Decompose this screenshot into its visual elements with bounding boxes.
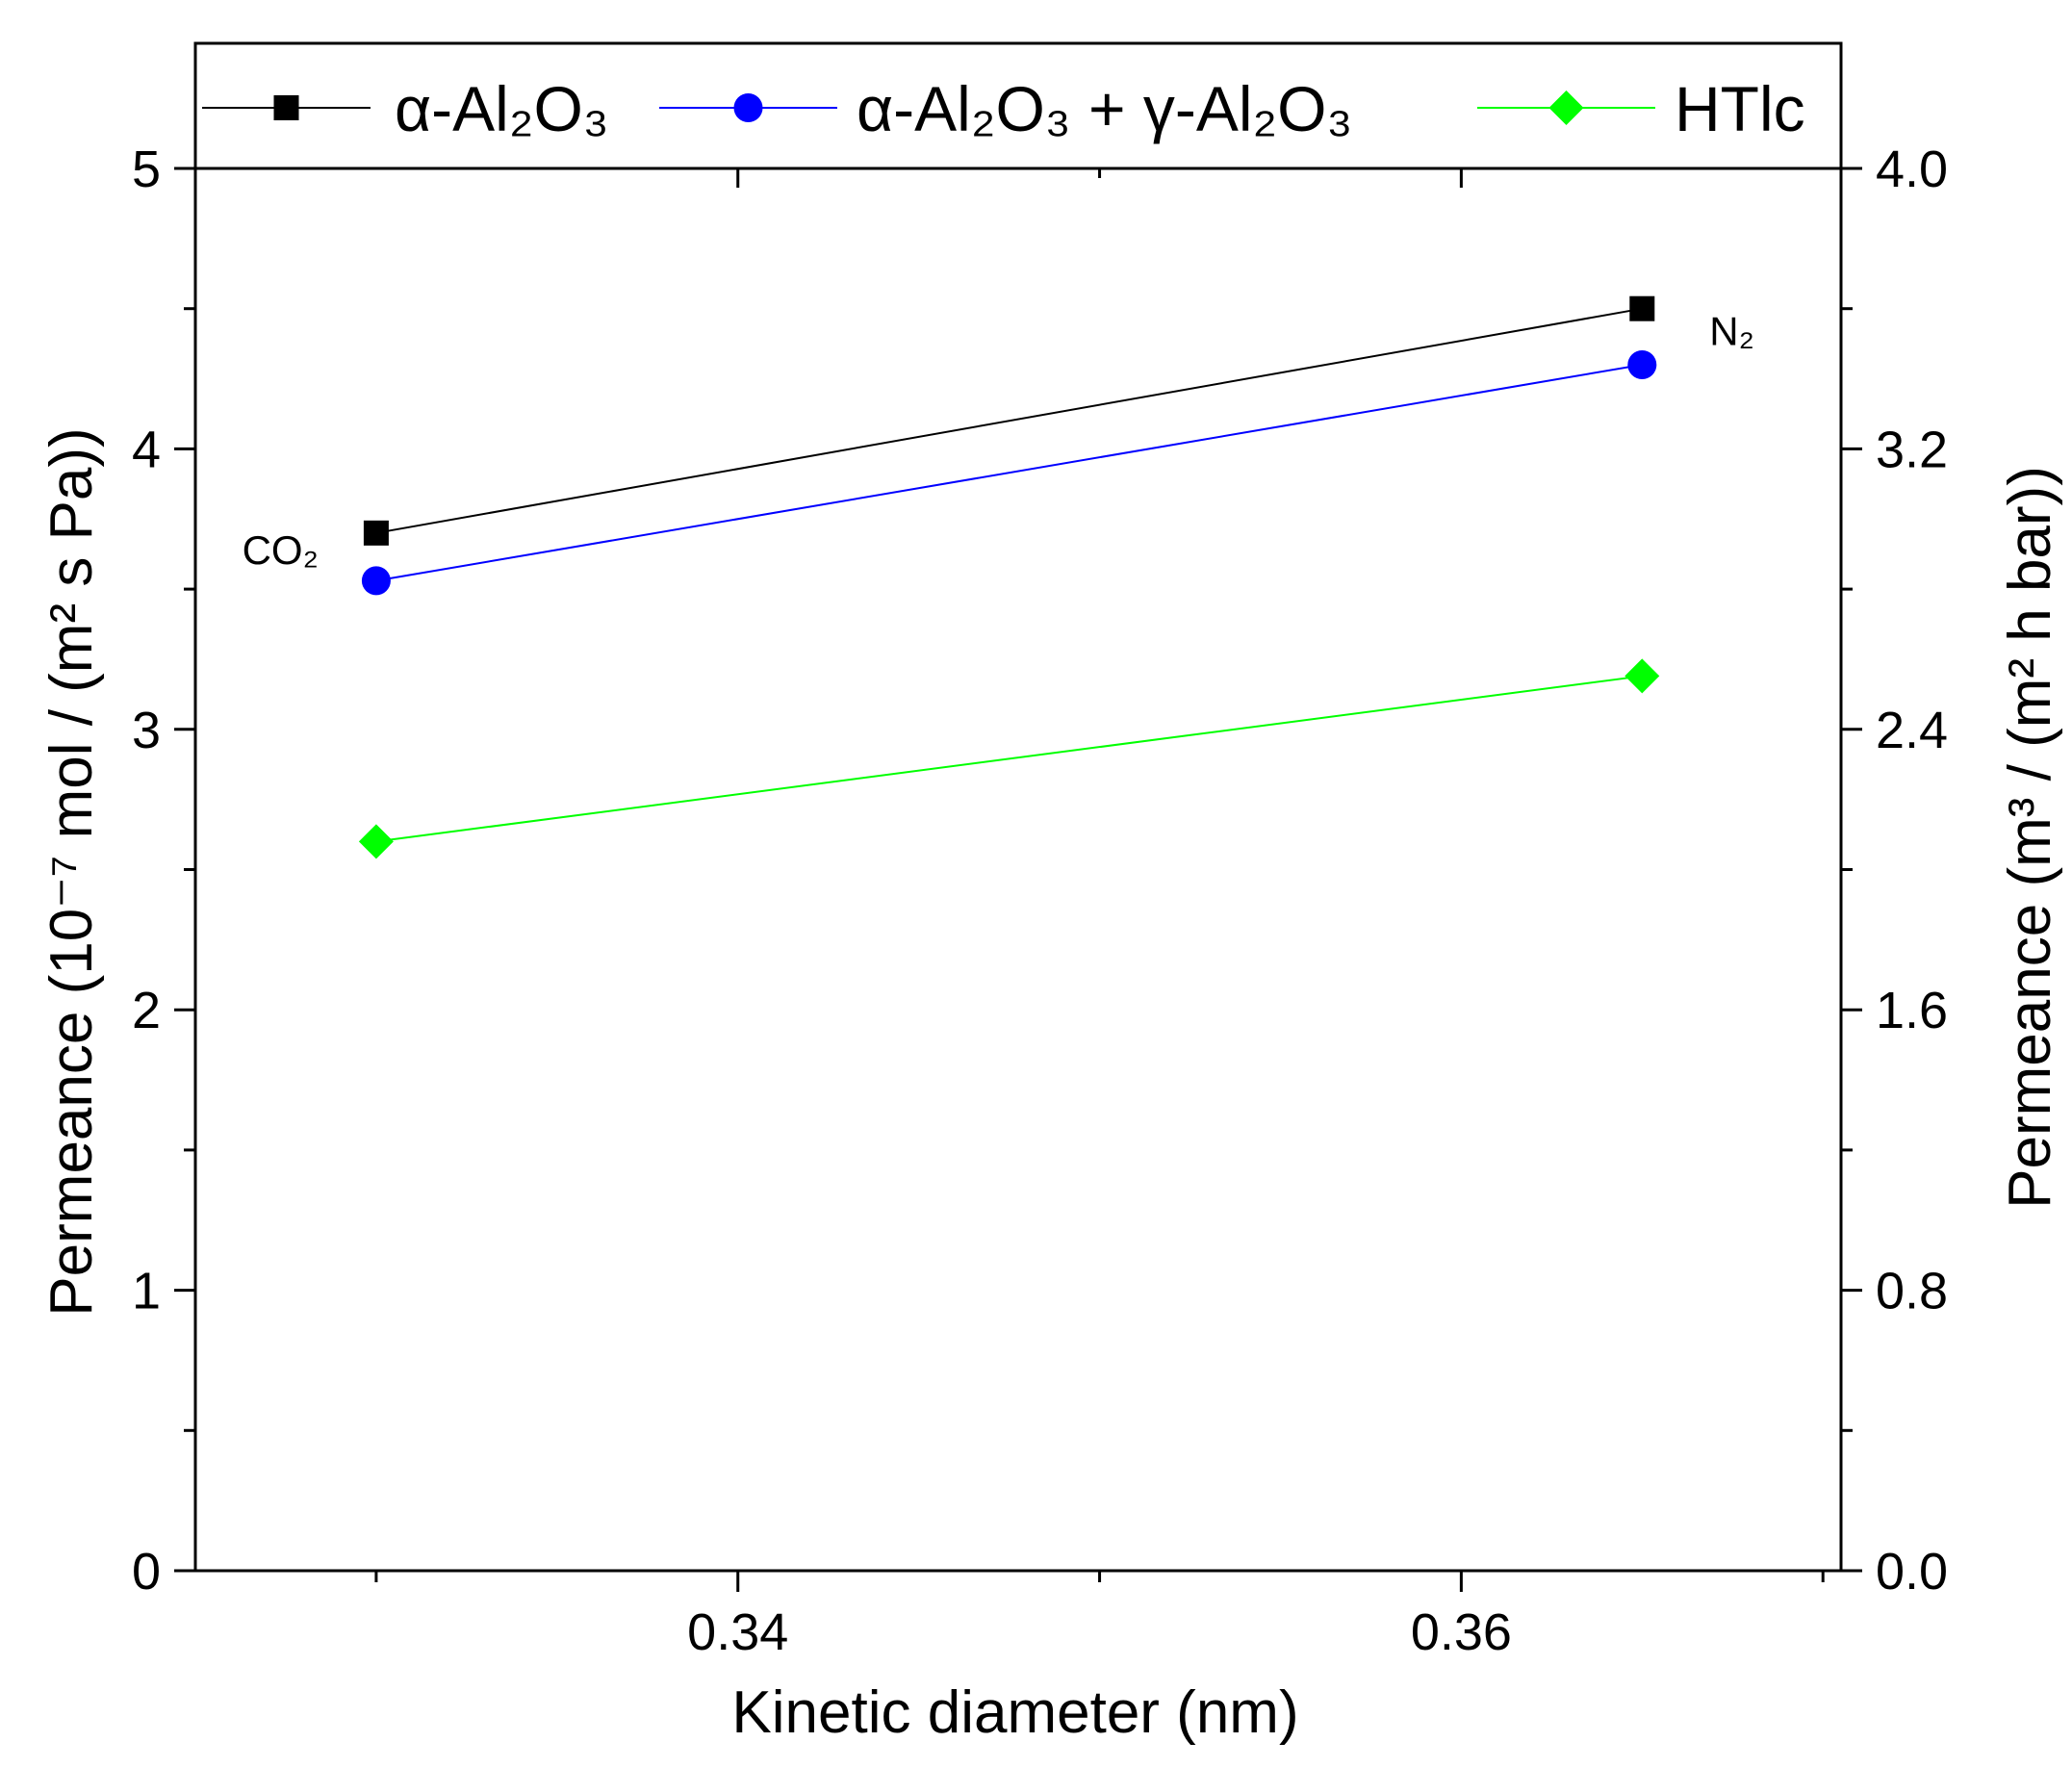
x-tick-label: 0.36 (1411, 1603, 1512, 1661)
y2-tick-label: 3.2 (1876, 421, 1948, 478)
annotations: CO₂ N₂ (243, 309, 1754, 573)
y-axis-title: Permeance (10⁻⁷ mol / (m² s Pa)) (38, 427, 105, 1316)
y2-axis-title: Permeance (m³ / (m² h bar)) (1997, 466, 2063, 1209)
data-point-diamond (1624, 658, 1660, 694)
data-point-circle (361, 566, 391, 596)
y-tick-label: 5 (132, 141, 161, 198)
y-tick-label: 4 (132, 421, 161, 478)
plot-frame (193, 168, 1843, 1573)
data-point-square (273, 95, 299, 120)
annotation-co2: CO₂ (243, 527, 319, 573)
x-tick-label: 0.34 (687, 1603, 788, 1661)
x-axis-title: Kinetic diameter (nm) (731, 1679, 1298, 1746)
axis-ticks: 0 1 2 3 4 5 0.0 0.8 1.6 2.4 3.2 4.0 0.34 0.36 (132, 141, 1948, 1661)
data-point-diamond (358, 824, 394, 859)
series-line (375, 675, 1643, 843)
legend-label: α-Al₂O₃ + γ-Al₂O₃ (857, 73, 1352, 144)
series-group (358, 295, 1660, 859)
legend: α-Al₂O₃ α-Al₂O₃ + γ-Al₂O₃ HTlc (202, 73, 1805, 144)
y2-tick-label: 0.0 (1876, 1543, 1948, 1601)
data-point-diamond (1548, 90, 1584, 125)
data-point-circle (1627, 349, 1657, 379)
legend-label: α-Al₂O₃ (395, 73, 609, 144)
y-tick-label: 1 (132, 1263, 161, 1320)
data-point-square (363, 520, 389, 546)
data-point-square (1629, 295, 1655, 321)
y2-tick-label: 2.4 (1876, 702, 1948, 759)
y-tick-label: 0 (132, 1543, 161, 1601)
y-tick-label: 2 (132, 982, 161, 1039)
annotation-n2: N₂ (1709, 309, 1754, 354)
legend-label: HTlc (1675, 73, 1805, 144)
data-point-circle (733, 93, 763, 122)
y2-tick-label: 4.0 (1876, 141, 1948, 198)
y2-tick-label: 0.8 (1876, 1263, 1948, 1320)
y-tick-label: 3 (132, 702, 161, 759)
series-line (375, 307, 1643, 534)
y2-tick-label: 1.6 (1876, 982, 1948, 1039)
series-line (375, 363, 1643, 582)
